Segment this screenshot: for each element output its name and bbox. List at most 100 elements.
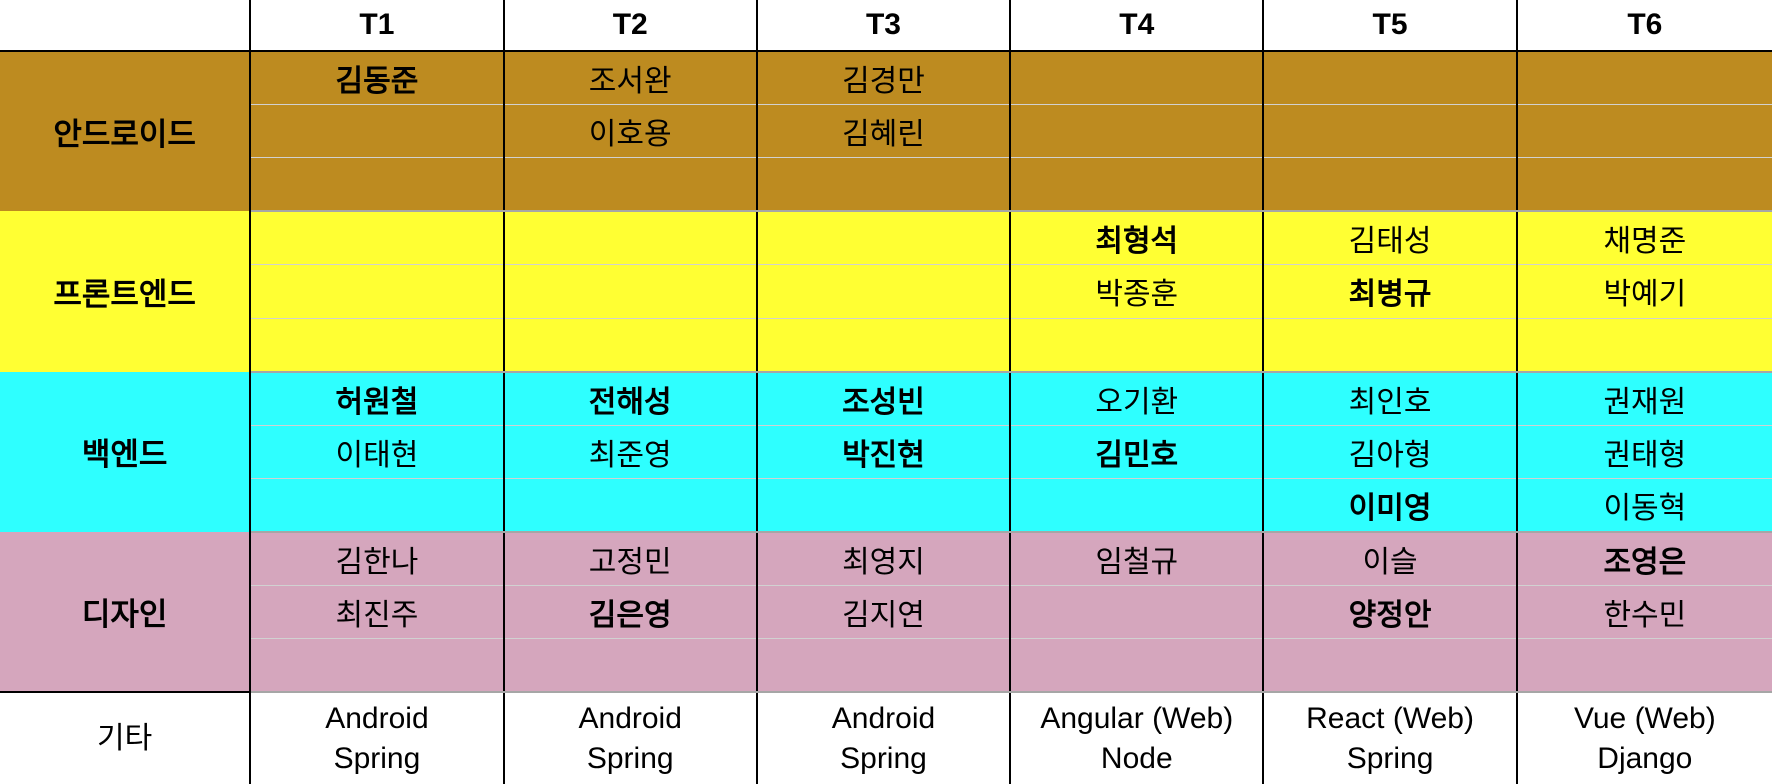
tech-stack-row: 기타 Android Spring Android Spring Android… <box>0 691 1772 784</box>
member-cell: 박예기 <box>1515 264 1772 319</box>
member-cell <box>502 317 757 373</box>
table-row <box>0 317 1772 373</box>
client-stack: Android <box>325 701 429 735</box>
member-cell <box>1262 103 1517 158</box>
server-stack: Spring <box>840 741 927 775</box>
member-cell <box>1009 584 1264 639</box>
member-cell <box>1515 51 1772 105</box>
tech-stack-t4: Angular (Web) Node <box>1009 691 1264 784</box>
header-row: T1 T2 T3 T4 T5 T6 <box>0 0 1772 52</box>
table-row <box>0 157 1772 213</box>
member-cell: 최영지 <box>755 531 1011 586</box>
member-cell <box>1262 638 1517 694</box>
member-cell <box>249 264 504 319</box>
member-cell: 양정안 <box>1262 584 1517 639</box>
member-cell <box>1009 317 1264 373</box>
member-cell <box>1515 103 1772 158</box>
member-cell <box>755 157 1011 213</box>
table-row <box>0 638 1772 694</box>
team-header-t6: T6 <box>1515 0 1772 52</box>
member-cell: 이호용 <box>502 103 757 158</box>
member-cell: 김아형 <box>1262 424 1517 479</box>
member-cell: 최형석 <box>1009 211 1264 265</box>
member-cell: 김혜린 <box>755 103 1011 158</box>
member-cell <box>1009 477 1264 533</box>
member-cell: 채명준 <box>1515 211 1772 265</box>
table-row: 최진주 김은영 김지연 양정안 한수민 <box>0 584 1772 639</box>
member-cell: 김지연 <box>755 584 1011 639</box>
role-section-frontend: 프론트엔드 최형석 김태성 채명준 박종훈 최병규 박예기 <box>0 211 1772 373</box>
team-header-t1: T1 <box>249 0 504 52</box>
member-cell: 고정민 <box>502 531 757 586</box>
server-stack: Node <box>1100 741 1173 775</box>
role-label-frontend: 프론트엔드 <box>53 276 196 313</box>
role-section-android: 안드로이드 김동준 조서완 김경만 이호용 김혜린 <box>0 51 1772 213</box>
member-cell: 김경만 <box>755 51 1011 105</box>
client-stack: Android <box>578 701 682 735</box>
server-stack: Spring <box>1346 741 1434 775</box>
member-cell: 김한나 <box>249 531 504 586</box>
member-cell: 권태형 <box>1515 424 1772 479</box>
member-cell <box>249 103 504 158</box>
client-stack: Android <box>831 701 936 735</box>
member-cell: 최진주 <box>249 584 504 639</box>
table-row: 이태현 최준영 박진현 김민호 김아형 권태형 <box>0 424 1772 479</box>
tech-stack-t3: Android Spring <box>755 691 1011 784</box>
member-cell: 이태현 <box>249 424 504 479</box>
member-cell: 허원철 <box>249 371 504 426</box>
member-cell <box>755 264 1011 319</box>
table-row: 백엔드 허원철 전해성 조성빈 오기환 최인호 권재원 <box>0 371 1772 473</box>
team-header-t2: T2 <box>502 0 757 52</box>
member-cell: 최병규 <box>1262 264 1517 319</box>
member-cell: 김동준 <box>249 51 504 105</box>
member-cell <box>1262 317 1517 373</box>
other-label: 기타 <box>0 691 251 784</box>
member-cell <box>1515 157 1772 213</box>
tech-stack-t2: Android Spring <box>502 691 757 784</box>
client-stack: React (Web) <box>1306 701 1474 735</box>
member-cell <box>502 264 757 319</box>
member-cell: 임철규 <box>1009 531 1264 586</box>
role-section-backend: 백엔드 허원철 전해성 조성빈 오기환 최인호 권재원 이태현 최준영 박진현 김민호 김아형 권태형 이… <box>0 371 1772 533</box>
role-label-design: 디자인 <box>81 597 168 634</box>
member-cell <box>249 638 504 694</box>
header-corner-cell <box>0 0 251 52</box>
tech-stack-t6: Vue (Web) Django <box>1515 691 1772 784</box>
member-cell <box>1009 157 1264 213</box>
server-stack: Spring <box>333 741 421 775</box>
member-cell: 박진현 <box>755 424 1011 479</box>
member-cell <box>1515 638 1772 694</box>
role-label-backend: 백엔드 <box>81 437 168 474</box>
member-cell: 조성빈 <box>755 371 1011 426</box>
member-cell: 이슬 <box>1262 531 1517 586</box>
server-stack: Spring <box>586 741 674 775</box>
team-header-t3: T3 <box>755 0 1011 52</box>
team-header-t5: T5 <box>1262 0 1517 52</box>
table-row: 이미영 이동혁 <box>0 477 1772 533</box>
member-cell: 한수민 <box>1515 584 1772 639</box>
member-cell: 김민호 <box>1009 424 1264 479</box>
server-stack: Django <box>1597 741 1693 775</box>
table-row: 안드로이드 김동준 조서완 김경만 <box>0 51 1772 153</box>
member-cell <box>1262 157 1517 213</box>
role-section-design: 디자인 김한나 고정민 최영지 임철규 이슬 조영은 최진주 김은영 김지연 양정안 한수민 <box>0 531 1772 694</box>
member-cell: 이동혁 <box>1515 477 1772 533</box>
member-cell: 박종훈 <box>1009 264 1264 319</box>
member-cell: 전해성 <box>502 371 757 426</box>
table-header: T1 T2 T3 T4 T5 T6 <box>0 0 1772 52</box>
member-cell <box>249 211 504 265</box>
member-cell: 오기환 <box>1009 371 1264 426</box>
member-cell <box>755 211 1011 265</box>
member-cell <box>249 317 504 373</box>
member-cell: 권재원 <box>1515 371 1772 426</box>
member-cell <box>755 317 1011 373</box>
table-row: 박종훈 최병규 박예기 <box>0 264 1772 319</box>
client-stack: Vue (Web) <box>1573 701 1716 735</box>
tech-stack-t1: Android Spring <box>249 691 504 784</box>
table-row: 디자인 김한나 고정민 최영지 임철규 이슬 조영은 <box>0 531 1772 633</box>
member-cell: 김태성 <box>1262 211 1517 265</box>
member-cell: 최준영 <box>502 424 757 479</box>
member-cell <box>502 477 757 533</box>
tech-stack-section: 기타 Android Spring Android Spring Android… <box>0 691 1772 784</box>
